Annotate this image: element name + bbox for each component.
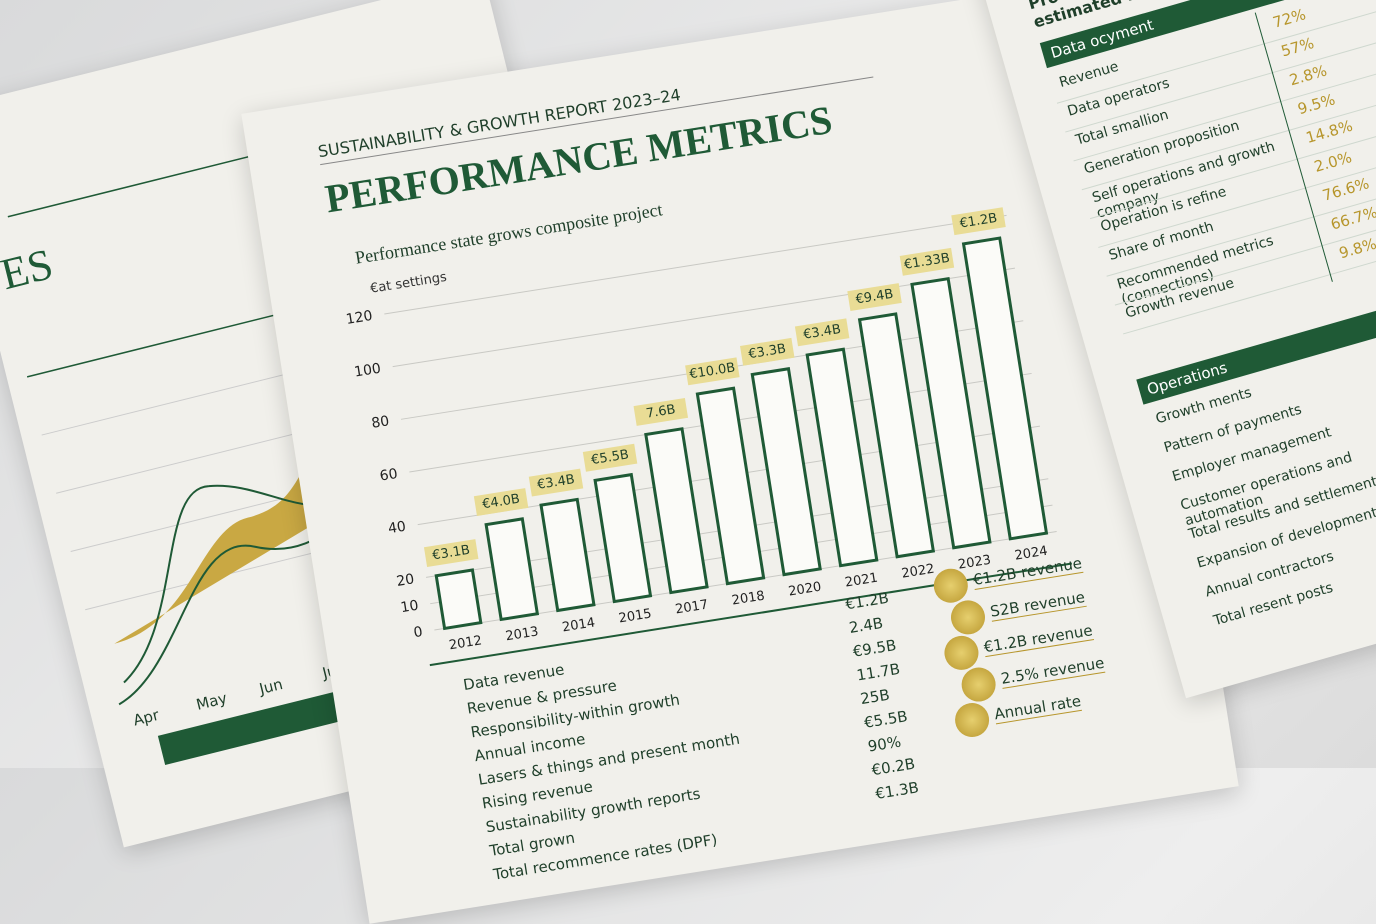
bar-label-bg bbox=[847, 283, 902, 312]
callout-text: 2.5% revenue bbox=[999, 653, 1106, 689]
bar bbox=[593, 472, 653, 604]
metric-value: €5.5B bbox=[862, 707, 909, 732]
x-tick-label: 2020 bbox=[787, 580, 822, 600]
y-tick-label: 10 bbox=[400, 598, 420, 617]
center-page: SUSTAINABILITY & GROWTH REPORT 2023–24 P… bbox=[241, 0, 1239, 924]
bar-label: €5.5B bbox=[590, 447, 630, 468]
bar-label-bg bbox=[794, 318, 850, 347]
bar-label-bg bbox=[685, 357, 740, 386]
bar bbox=[805, 347, 879, 568]
bar-label: €3.4B bbox=[536, 472, 576, 493]
metric-value: 90% bbox=[866, 732, 903, 756]
bar-chart: 0 10 20 40 60 80 100 120 2012 €3.1B 2013 €4.0B 2014 €… bbox=[345, 207, 1072, 667]
y-tick-label: 120 bbox=[345, 308, 374, 328]
bar-label-bg bbox=[951, 207, 1006, 236]
bar-label-bg bbox=[423, 539, 479, 568]
bar-label: €3.4B bbox=[802, 322, 842, 343]
y-tick-label: 0 bbox=[412, 624, 423, 641]
bar-label: €4.0B bbox=[481, 492, 521, 513]
y-tick-label: 40 bbox=[387, 519, 407, 538]
x-tick-label: 2021 bbox=[844, 571, 879, 591]
metric-value: 11.7B bbox=[855, 659, 902, 685]
y-tick-label: 60 bbox=[379, 466, 399, 485]
row-cell: 10% bbox=[1367, 0, 1376, 4]
bar bbox=[695, 386, 766, 586]
x-tick-label: 2022 bbox=[901, 562, 936, 582]
x-tick-label: 2017 bbox=[674, 597, 709, 617]
bar-label-bg bbox=[740, 337, 795, 366]
row-cell: 76.6% bbox=[1320, 174, 1372, 205]
grid-line bbox=[384, 214, 1007, 315]
metric-value: 25B bbox=[859, 685, 891, 709]
bar bbox=[539, 497, 596, 613]
y-tick-label: 80 bbox=[370, 413, 390, 432]
metric-value: €1.3B bbox=[874, 778, 921, 803]
x-tick-label: 2015 bbox=[618, 606, 653, 626]
metric-value: €0.2B bbox=[870, 754, 917, 780]
bar-label: 7.6B bbox=[645, 402, 677, 421]
bar-label: €3.3B bbox=[747, 341, 787, 362]
month-label: May bbox=[194, 689, 229, 714]
bar-label-bg bbox=[582, 443, 638, 472]
callout-text: €1.2B revenue bbox=[982, 621, 1094, 658]
x-tick-label: 2018 bbox=[731, 589, 766, 609]
bar bbox=[434, 568, 483, 631]
bar-label-bg bbox=[633, 397, 689, 426]
bar bbox=[644, 427, 709, 595]
callout-dot bbox=[942, 633, 981, 673]
callout-dot bbox=[952, 700, 992, 740]
x-tick-label: 2012 bbox=[448, 633, 483, 653]
callout-dot bbox=[959, 665, 999, 705]
bar bbox=[961, 236, 1049, 541]
bar-label: €9.4B bbox=[855, 287, 895, 308]
bar-label-bg bbox=[528, 468, 584, 497]
bar-label: €3.1B bbox=[431, 543, 471, 564]
bar bbox=[750, 367, 822, 577]
y-tick-label: 20 bbox=[395, 571, 415, 590]
bar bbox=[857, 312, 936, 559]
row-cell: 72% bbox=[1270, 5, 1308, 32]
row-cell: 66.7% bbox=[1328, 203, 1376, 234]
row-cell: 14.8% bbox=[1303, 116, 1355, 148]
metric-label: Lasers & things and present month bbox=[476, 729, 741, 789]
x-tick-label: 2014 bbox=[561, 615, 596, 635]
callout-text: Annual rate bbox=[993, 691, 1083, 725]
x-tick-label: 2023 bbox=[957, 553, 992, 573]
bar-label: €1.2B bbox=[959, 211, 999, 232]
bar-label: €10.0B bbox=[688, 360, 736, 382]
x-tick-label: 2024 bbox=[1014, 544, 1049, 564]
bar bbox=[910, 276, 992, 550]
month-label: Apr bbox=[131, 706, 161, 730]
bar-label-bg bbox=[899, 247, 955, 276]
bar-label: €1.33B bbox=[903, 251, 951, 273]
x-tick-label: 2013 bbox=[505, 624, 540, 644]
bar-label-bg bbox=[473, 488, 529, 516]
y-tick-label: 100 bbox=[353, 361, 382, 381]
bar bbox=[484, 517, 540, 622]
month-label: Jun bbox=[257, 675, 285, 698]
